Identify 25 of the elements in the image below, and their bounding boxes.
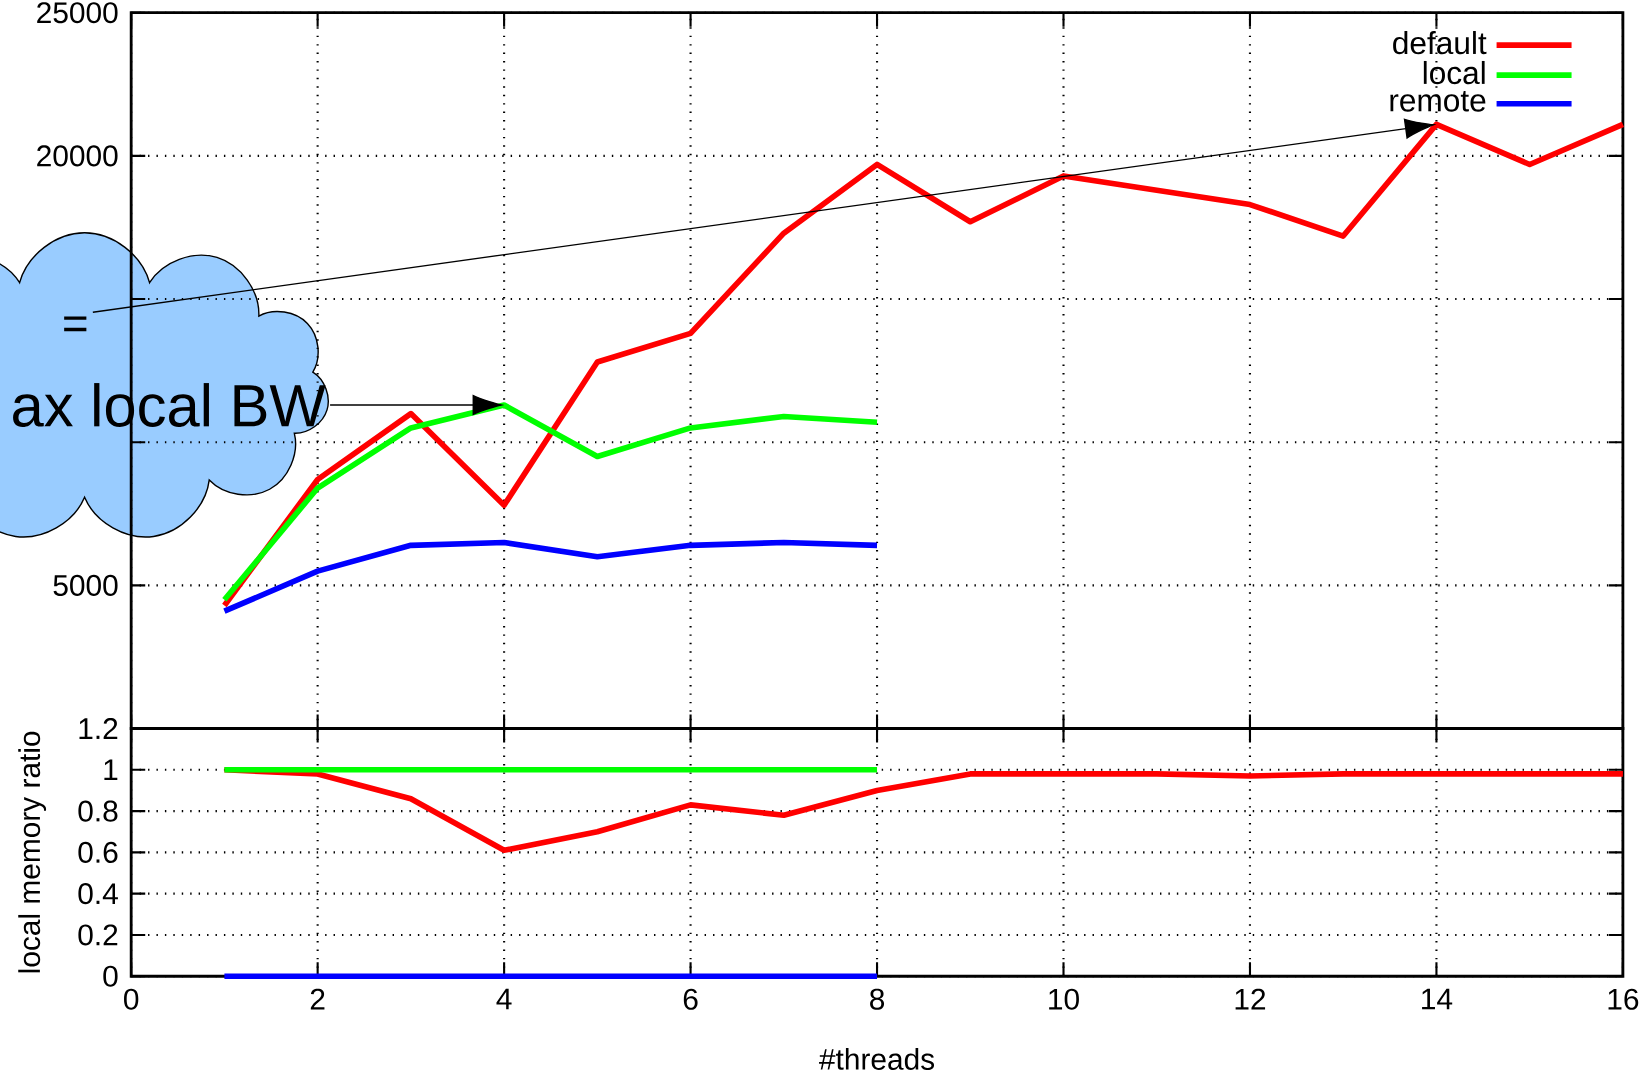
y-tick-label: 1.2 [79,718,118,740]
y-tick-label: 0.2 [78,924,118,946]
x-tick-label: 14 [1422,988,1453,1010]
text: = [64,316,87,332]
x-tick-label: 6 [683,988,698,1010]
x-tick-label: 16 [1608,988,1639,1010]
x-tick-label: 0 [124,988,139,1010]
x-axis-title: #threads [819,1048,935,1070]
y-tick-label: 1 [104,759,118,781]
y-tick-label: 25000 [37,2,118,24]
y-tick-label: 0 [103,965,118,987]
y-tick-label: 0.4 [78,883,118,905]
legend-label: remote [1390,91,1486,112]
y-tick-label: 0.6 [78,841,118,864]
x-tick-label: 12 [1235,988,1266,1010]
x-tick-label: 10 [1049,988,1079,1010]
legend-label: default [1393,31,1487,55]
y-tick-label: 5000 [53,574,118,597]
x-tick-label: 2 [310,988,325,1010]
x-tick-label: 8 [870,988,885,1010]
legend-label: local [1423,61,1485,85]
y-tick-label: 20000 [37,145,118,167]
y-tick-label: 0.8 [78,800,118,822]
x-tick-label: 4 [496,988,512,1010]
y-axis-title: local memory ratio [18,731,47,973]
